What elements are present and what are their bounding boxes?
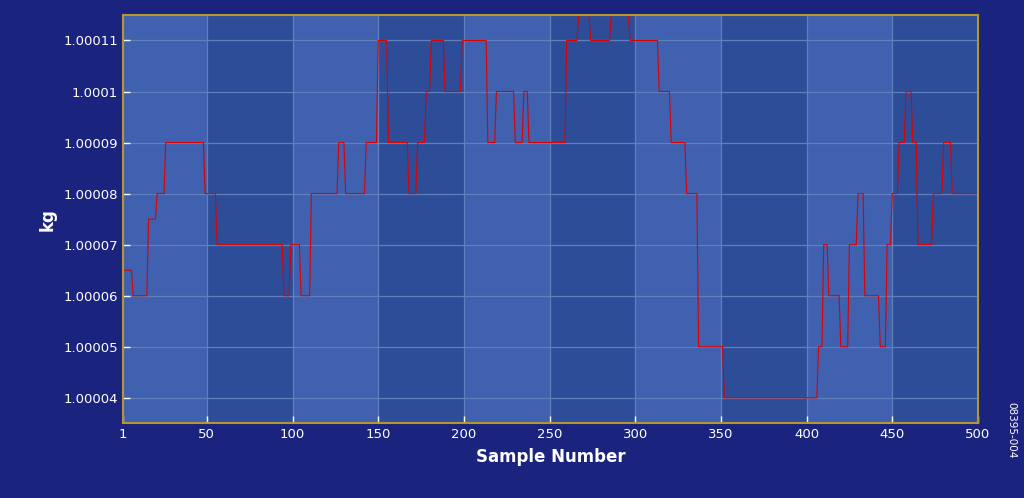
Bar bbox=[892, 15, 978, 423]
Bar bbox=[293, 15, 378, 423]
Bar bbox=[464, 15, 550, 423]
Bar bbox=[550, 15, 635, 423]
Bar bbox=[807, 15, 892, 423]
Bar bbox=[207, 15, 293, 423]
Bar bbox=[635, 15, 721, 423]
Text: 08395-004: 08395-004 bbox=[1007, 402, 1017, 458]
Bar bbox=[123, 15, 207, 423]
Bar bbox=[378, 15, 464, 423]
Bar bbox=[721, 15, 807, 423]
Y-axis label: kg: kg bbox=[38, 208, 56, 231]
X-axis label: Sample Number: Sample Number bbox=[475, 448, 626, 466]
